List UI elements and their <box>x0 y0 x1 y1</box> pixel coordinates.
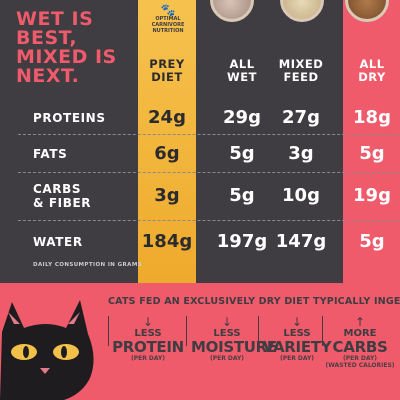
table-row-fats: FATS 6g 5g 3g 5g <box>0 144 400 179</box>
effect-more-carbs: ↑ MORE CARBS (PER DAY) (WASTED CALORIES) <box>324 316 396 369</box>
cell-mixed: 10g <box>282 185 320 206</box>
badge-text: OPTIMAL CARNIVORE NUTRITION <box>151 16 185 34</box>
down-arrow-icon: ↓ <box>221 315 233 329</box>
column-header-line: FEED <box>283 70 319 84</box>
table-row-water: WATER 184g 197g 147g 5g <box>0 232 400 267</box>
row-label-line: FATS <box>33 147 68 161</box>
row-label-line: CARBS <box>33 182 82 196</box>
effect-less-protein: ↓ LESS PROTEIN (PER DAY) <box>112 316 184 362</box>
effect-note: (PER DAY) <box>209 355 245 362</box>
up-arrow-icon: ↑ <box>354 315 366 329</box>
cell-wet: 29g <box>223 107 261 128</box>
comparison-panel <box>0 0 400 283</box>
bracket-divider <box>322 316 323 346</box>
effect-note: (PER DAY) <box>342 355 378 362</box>
cell-dry: 5g <box>359 231 385 252</box>
cell-wet: 197g <box>216 231 268 252</box>
headline-line-4: NEXT. <box>16 65 80 87</box>
effect-qualifier: MORE <box>343 328 377 339</box>
cell-prey: 24g <box>148 107 186 128</box>
down-arrow-icon: ↓ <box>142 315 154 329</box>
row-label-line: & FIBER <box>33 196 92 210</box>
row-label-line: WATER <box>33 235 83 249</box>
row-divider <box>18 134 400 135</box>
column-header-mixed-feed: MIXED FEED <box>272 58 330 84</box>
cell-prey: 3g <box>154 185 180 206</box>
cell-prey: 184g <box>141 231 193 252</box>
cell-mixed: 3g <box>288 143 314 164</box>
cell-dry: 5g <box>359 143 385 164</box>
bracket-divider <box>108 316 109 346</box>
cell-dry: 18g <box>353 107 391 128</box>
effect-note-secondary: (WASTED CALORIES) <box>325 362 395 369</box>
prey-diet-column-highlight <box>138 0 196 283</box>
column-header-all-wet: ALL WET <box>213 58 271 84</box>
effect-title: CARBS <box>332 338 388 356</box>
effect-title: VARIETY <box>262 338 332 356</box>
effect-less-variety: ↓ LESS VARIETY (PER DAY) <box>261 316 333 362</box>
column-header-line: WET <box>227 70 257 84</box>
intro-strong: CATS FED AN EXCLUSIVELY DRY DIET <box>108 296 310 307</box>
column-header-line: PREY <box>149 57 185 71</box>
row-divider <box>18 172 400 173</box>
row-label: PROTEINS <box>33 111 133 125</box>
row-label-line: PROTEINS <box>33 111 106 125</box>
down-arrow-icon: ↓ <box>291 315 303 329</box>
cell-wet: 5g <box>229 185 255 206</box>
intro-rest: TYPICALLY INGEST: <box>313 296 400 307</box>
effect-qualifier: LESS <box>213 328 241 339</box>
column-header-line: DIET <box>151 70 183 84</box>
bracket-divider <box>258 316 259 346</box>
all-dry-column-highlight <box>343 0 400 283</box>
effect-qualifier: LESS <box>283 328 311 339</box>
row-label: CARBS & FIBER <box>33 182 133 210</box>
row-label: WATER <box>33 235 133 249</box>
headline-line-2: BEST, <box>16 27 78 49</box>
effect-qualifier: LESS <box>134 328 162 339</box>
column-header-all-dry: ALL DRY <box>343 58 400 84</box>
bracket-divider <box>186 316 187 346</box>
cell-mixed: 147g <box>275 231 327 252</box>
effect-note: (PER DAY) <box>279 355 315 362</box>
cell-mixed: 27g <box>282 107 320 128</box>
footnote: DAILY CONSUMPTION IN GRAMS <box>33 262 143 268</box>
headline: WET IS BEST, MIXED IS NEXT. <box>16 10 136 86</box>
row-divider <box>18 220 400 221</box>
column-header-prey-diet: PREY DIET <box>138 58 196 84</box>
row-label: FATS <box>33 147 133 161</box>
table-row-proteins: PROTEINS 24g 29g 27g 18g <box>0 108 400 143</box>
effect-note: (PER DAY) <box>130 355 166 362</box>
paw-icon: 🐾 <box>160 3 176 17</box>
dry-diet-intro: CATS FED AN EXCLUSIVELY DRY DIET TYPICAL… <box>108 296 400 307</box>
column-header-line: ALL <box>229 57 255 71</box>
optimal-nutrition-badge: 🐾 OPTIMAL CARNIVORE NUTRITION <box>147 4 189 48</box>
effect-title: MOISTURE <box>191 338 277 356</box>
cell-wet: 5g <box>229 143 255 164</box>
headline-line-1: WET IS <box>16 8 94 30</box>
cell-dry: 19g <box>353 185 391 206</box>
column-header-line: DRY <box>358 70 386 84</box>
headline-line-3: MIXED IS <box>16 46 117 68</box>
cell-prey: 6g <box>154 143 180 164</box>
column-header-line: ALL <box>359 57 385 71</box>
column-header-line: MIXED <box>278 57 324 71</box>
black-cat-illustration <box>0 300 94 400</box>
effect-title: PROTEIN <box>112 338 184 356</box>
table-row-carbs-fiber: CARBS & FIBER 3g 5g 10g 19g <box>0 182 400 217</box>
effect-less-moisture: ↓ LESS MOISTURE (PER DAY) <box>191 315 277 362</box>
